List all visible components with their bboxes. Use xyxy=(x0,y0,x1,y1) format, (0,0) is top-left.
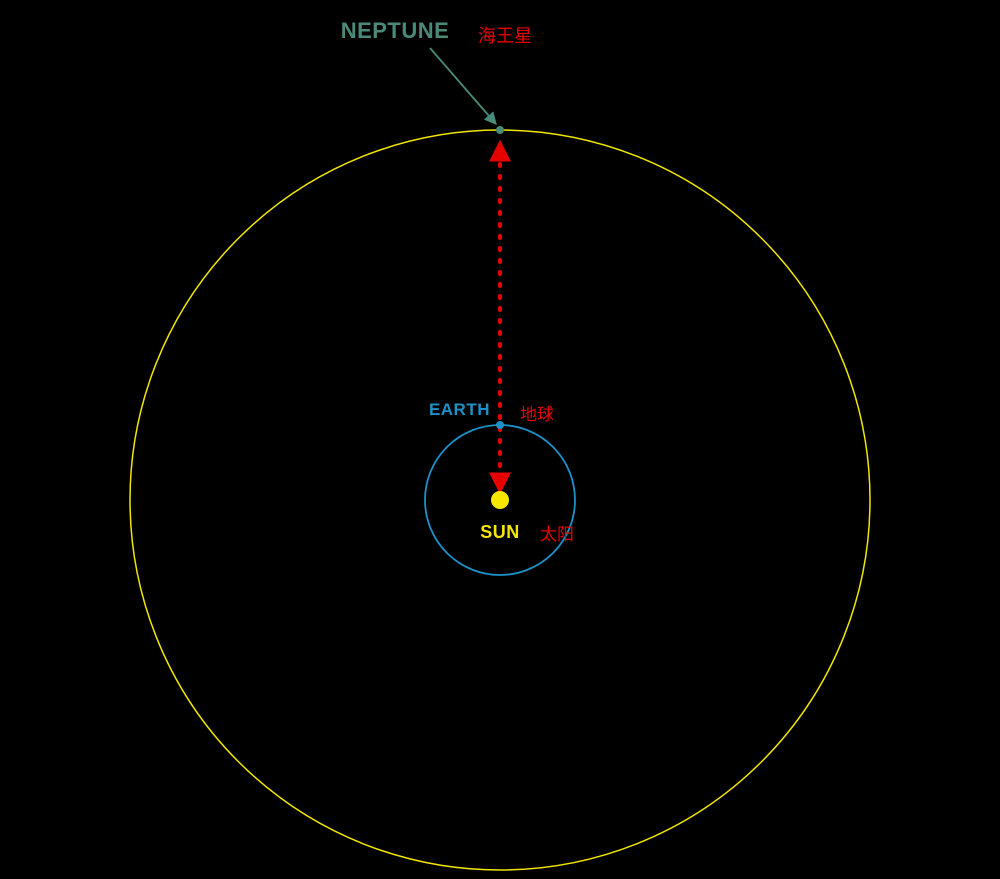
earth-dot xyxy=(496,421,504,429)
neptune-label-cn: 海王星 xyxy=(478,26,532,46)
neptune-pointer-arrow xyxy=(430,48,496,124)
neptune-label-en: NEPTUNE xyxy=(341,18,450,43)
sun-label-cn: 太阳 xyxy=(540,525,574,544)
earth-label-en: EARTH xyxy=(429,400,490,419)
solar-diagram: NEPTUNE 海王星 EARTH 地球 SUN 太阳 xyxy=(0,0,1000,879)
sun-label-en: SUN xyxy=(480,522,520,542)
sun-dot xyxy=(491,491,509,509)
earth-label-cn: 地球 xyxy=(520,405,554,424)
neptune-dot xyxy=(496,126,504,134)
